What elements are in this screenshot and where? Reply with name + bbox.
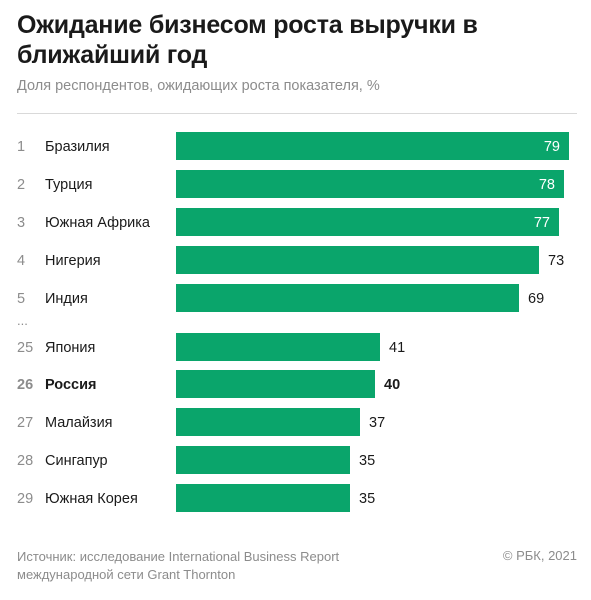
rank-label: 27 [17,415,33,431]
rank-label: 4 [17,253,25,269]
gap-marker: ... [17,313,28,328]
bar [176,484,350,512]
rank-label: 5 [17,291,25,307]
bar [176,446,350,474]
value-label: 73 [548,253,564,269]
category-label: Нигерия [45,253,101,269]
source-note: Источник: исследование International Bus… [17,549,340,582]
category-label: Россия [45,377,96,393]
bar [176,284,519,312]
category-label: Южная Корея [45,491,138,507]
rank-label: 28 [17,453,33,469]
bar [176,333,380,361]
bar [176,208,559,236]
category-label: Малайзия [45,415,113,431]
chart-title: Ожидание бизнесом роста выручки в ближай… [17,11,478,69]
value-label: 77 [534,215,550,231]
value-label: 35 [359,491,375,507]
category-label: Южная Африка [45,215,151,231]
category-label: Япония [45,340,95,356]
bar [176,408,360,436]
value-label: 69 [528,291,544,307]
category-label: Сингапур [45,453,108,469]
category-label: Турция [45,177,92,193]
value-label: 79 [544,139,560,155]
value-label: 37 [369,415,385,431]
bar [176,246,539,274]
chart-subtitle: Доля респондентов, ожидающих роста показ… [17,78,380,94]
category-label: Бразилия [45,139,110,155]
rank-label: 3 [17,215,25,231]
bar [176,370,375,398]
value-label: 35 [359,453,375,469]
category-label: Индия [45,291,88,307]
bar [176,132,569,160]
rank-label: 1 [17,139,25,155]
divider [17,113,577,114]
rank-label: 25 [17,340,33,356]
rank-label: 26 [17,377,33,393]
rank-label: 2 [17,177,25,193]
bar [176,170,564,198]
value-label: 78 [539,177,555,193]
value-label: 40 [384,377,400,393]
copyright: © РБК, 2021 [502,548,577,563]
value-label: 41 [389,340,405,356]
rank-label: 29 [17,491,33,507]
